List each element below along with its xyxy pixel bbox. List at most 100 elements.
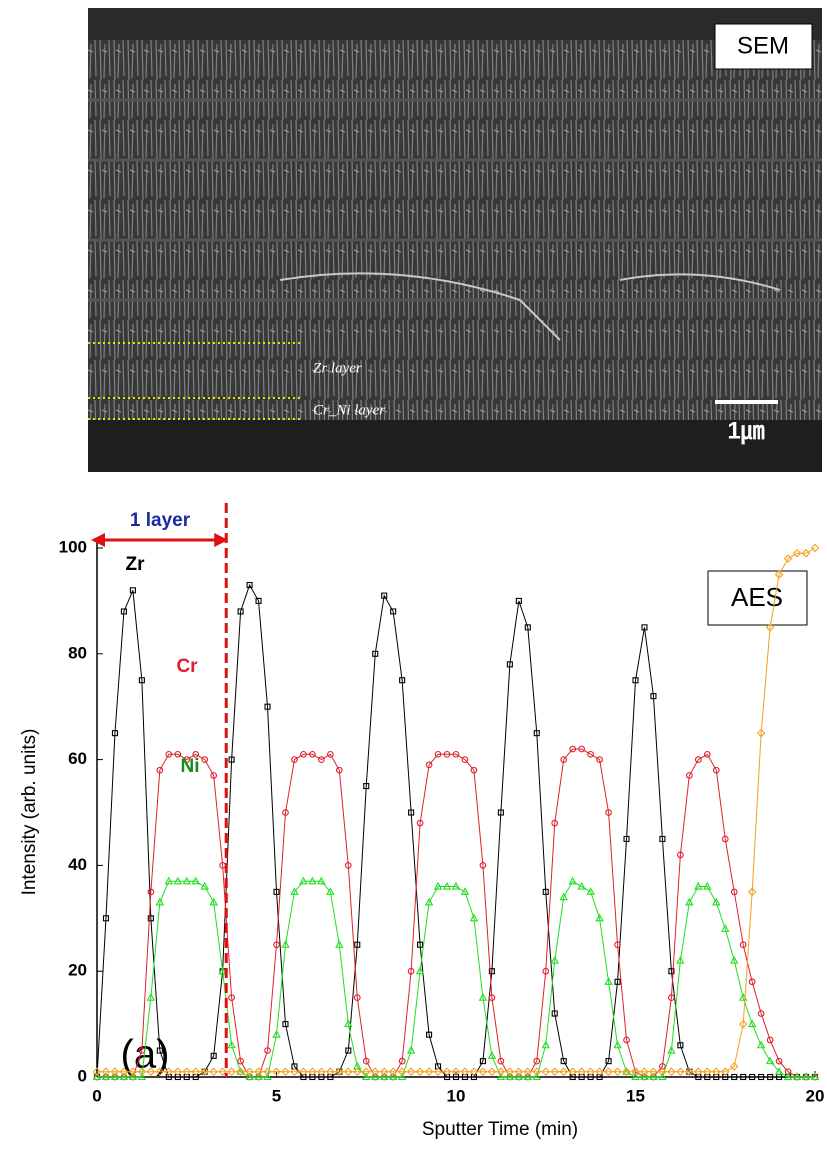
data-point (497, 1057, 505, 1065)
data-point (523, 1072, 533, 1081)
data-point (129, 587, 136, 594)
data-point (487, 1067, 497, 1076)
data-point (335, 1067, 344, 1076)
data-point (174, 750, 182, 758)
data-point (281, 1067, 290, 1076)
data-point (774, 570, 784, 579)
data-point (775, 1057, 783, 1065)
data-point (711, 1067, 721, 1076)
data-point (623, 835, 630, 843)
data-point (479, 1058, 486, 1065)
data-point (470, 766, 478, 774)
data-point (577, 881, 586, 890)
data-point (272, 1030, 281, 1038)
data-point (694, 756, 702, 763)
sem-label: SEM (737, 32, 789, 59)
data-point (138, 677, 145, 684)
data-point (792, 549, 802, 558)
data-point (452, 750, 460, 758)
data-point (335, 766, 343, 774)
data-point (344, 862, 352, 869)
data-point (156, 1047, 163, 1054)
data-point (604, 1067, 613, 1076)
data-point (442, 1067, 452, 1076)
y-tick-label: 20 (68, 961, 87, 980)
data-point (425, 761, 433, 769)
data-point (461, 756, 469, 763)
data-point (424, 897, 434, 906)
data-point (111, 730, 118, 737)
chart: Sputter Time (min) Intensity (arb. units… (19, 503, 824, 1140)
y-tick-label: 80 (68, 643, 87, 662)
data-point (110, 1067, 120, 1076)
data-point (532, 1067, 542, 1076)
data-point (731, 1073, 738, 1081)
data-point (676, 1067, 685, 1076)
data-point (756, 728, 766, 738)
data-point (354, 941, 361, 948)
data-point (721, 835, 729, 843)
data-point (542, 888, 549, 895)
data-point (694, 1067, 703, 1076)
data-point (505, 1072, 515, 1081)
data-point (210, 772, 218, 779)
data-point (668, 968, 675, 975)
data-point (155, 897, 165, 906)
data-point (487, 1051, 497, 1059)
data-point (469, 1067, 479, 1076)
data-point (245, 1072, 254, 1081)
data-point (209, 1067, 218, 1076)
data-point (318, 756, 325, 763)
layer-label: Zr layer (313, 360, 362, 376)
data-point (326, 887, 335, 895)
data-point (532, 1072, 542, 1081)
data-point (218, 966, 227, 975)
series-line (97, 880, 815, 1078)
data-point (245, 1067, 254, 1076)
data-point (101, 1067, 111, 1076)
data-point (703, 750, 711, 758)
data-point (406, 1045, 416, 1054)
data-point (137, 1067, 147, 1076)
data-point (694, 881, 703, 890)
data-point (120, 608, 127, 615)
data-point (119, 1067, 129, 1076)
data-point (667, 1045, 676, 1054)
data-point (783, 554, 793, 563)
data-point (739, 941, 747, 949)
x-tick-label: 20 (806, 1086, 825, 1105)
data-point (810, 543, 820, 553)
data-point (712, 766, 720, 774)
data-point (182, 1067, 192, 1076)
series-label: Ni (181, 756, 200, 777)
data-point (370, 1072, 380, 1081)
data-point (622, 1067, 631, 1076)
data-point (210, 1052, 217, 1059)
data-point (801, 549, 811, 558)
data-point (308, 876, 317, 885)
data-point (273, 941, 280, 949)
data-point (408, 809, 415, 816)
data-point (712, 897, 721, 906)
data-point (738, 1019, 748, 1029)
data-point (442, 881, 452, 890)
data-point (146, 993, 156, 1001)
data-point (756, 1040, 766, 1049)
data-point (218, 1067, 227, 1076)
data-point (469, 913, 479, 922)
data-point (228, 994, 235, 1002)
data-point (559, 1067, 568, 1076)
data-point (110, 1072, 120, 1081)
data-point (363, 782, 370, 790)
data-point (496, 1072, 506, 1081)
data-point (388, 1067, 398, 1076)
data-point (344, 1019, 353, 1028)
data-point (390, 608, 397, 615)
data-point (613, 1040, 622, 1049)
data-point (550, 1067, 560, 1076)
series-line (97, 748, 815, 1078)
data-point (406, 1067, 416, 1076)
data-point (119, 1072, 129, 1081)
data-point (595, 913, 604, 922)
data-point (703, 881, 712, 890)
